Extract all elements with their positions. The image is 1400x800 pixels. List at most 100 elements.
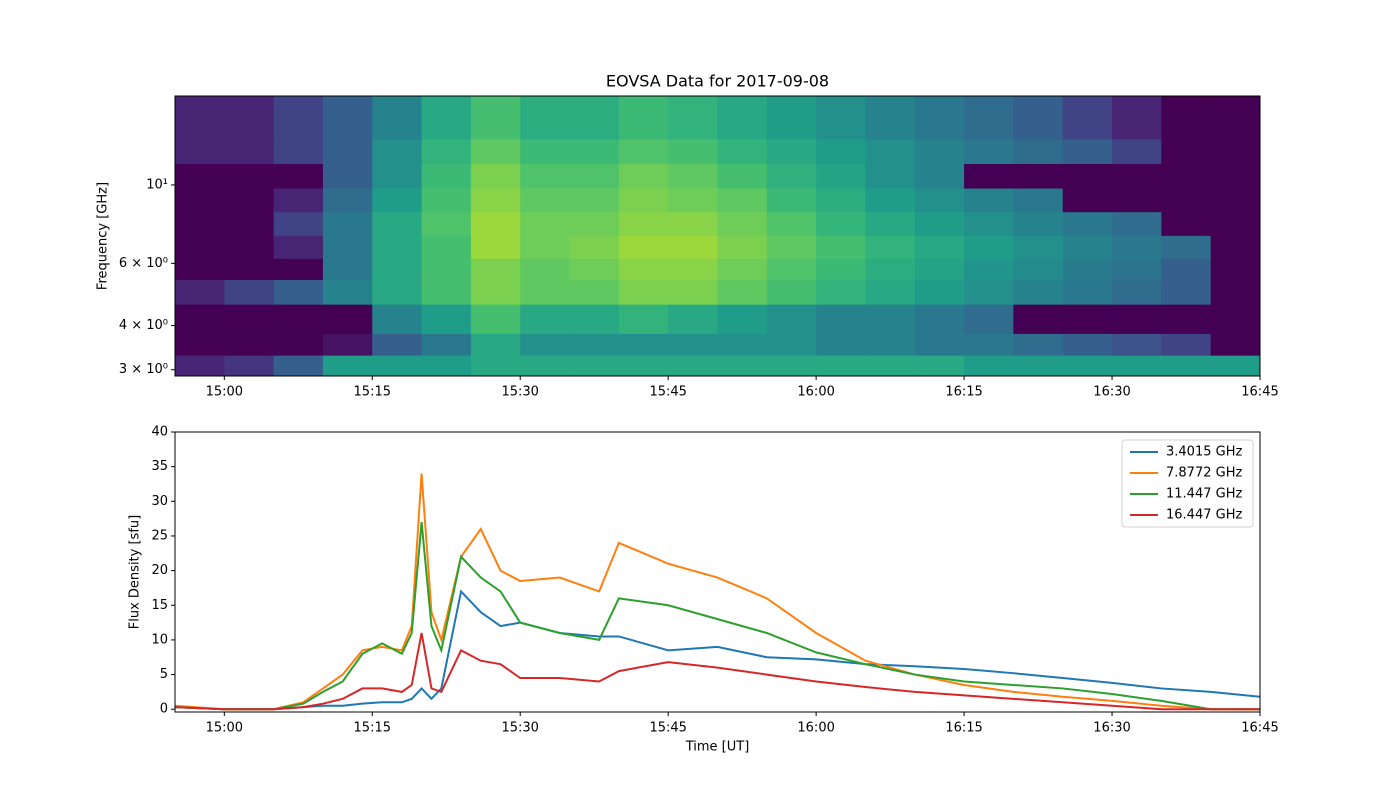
axes-frame: [174, 95, 1261, 377]
heat-cell: [1112, 163, 1162, 189]
heat-cell: [175, 355, 225, 376]
x-tick-label: 15:00: [206, 721, 243, 736]
heat-cell: [1210, 355, 1260, 376]
heat-cell: [273, 279, 324, 305]
x-tick-label: 16:30: [1093, 721, 1130, 736]
heat-cell: [865, 279, 916, 305]
heat-cell: [816, 163, 866, 189]
x-tick-label: 16:00: [797, 385, 834, 400]
heat-cell: [1013, 163, 1064, 189]
heat-cell: [569, 235, 620, 259]
heat-cell: [224, 188, 275, 213]
heat-cell: [520, 188, 571, 213]
heat-cell: [372, 333, 423, 356]
heat-cell: [1112, 333, 1162, 356]
heat-cell: [1210, 279, 1260, 305]
heat-cell: [766, 235, 817, 259]
heat-cell: [1062, 138, 1113, 164]
heat-cell: [717, 279, 768, 305]
heat-cell: [766, 333, 817, 356]
heat-cell: [1062, 96, 1113, 140]
x-tick-label: 15:15: [354, 385, 391, 400]
heat-cell: [372, 188, 423, 213]
heat-cell: [520, 355, 571, 376]
heat-cell: [865, 235, 916, 259]
heat-cell: [470, 279, 521, 305]
heat-cell: [964, 279, 1014, 305]
heat-cell: [421, 211, 472, 236]
x-tick-label: 16:00: [797, 721, 834, 736]
heat-cell: [1161, 138, 1212, 164]
heat-cell: [1013, 211, 1064, 236]
heat-cell: [618, 211, 669, 236]
heat-cell: [372, 304, 423, 334]
y-axis-label: Frequency [GHz]: [96, 182, 111, 290]
heat-cell: [1013, 96, 1064, 140]
y-axis-label: Flux Density [sfu]: [128, 515, 143, 629]
y-tick-label: 25: [151, 528, 168, 543]
heat-cell: [1161, 235, 1212, 259]
heat-cell: [766, 163, 817, 189]
heat-cell: [1112, 258, 1162, 281]
heat-cell: [1161, 304, 1212, 334]
heat-cell: [914, 355, 965, 376]
heat-cell: [273, 258, 324, 281]
heat-cell: [520, 211, 571, 236]
heat-cell: [668, 355, 718, 376]
x-tick-label: 15:30: [501, 721, 538, 736]
legend-label: 3.4015 GHz: [1166, 445, 1242, 460]
heat-cell: [1161, 258, 1212, 281]
heat-cell: [717, 258, 768, 281]
line-series: [175, 473, 1260, 711]
heat-cell: [865, 163, 916, 189]
heat-cell: [1062, 211, 1113, 236]
heat-cell: [322, 355, 373, 376]
heat-cell: [618, 163, 669, 189]
heat-cell: [322, 333, 373, 356]
heat-cell: [816, 235, 866, 259]
heat-cell: [766, 211, 817, 236]
heat-cell: [1112, 279, 1162, 305]
heat-cell: [372, 138, 423, 164]
y-tick-label: 10: [151, 632, 168, 647]
y-tick-label: 4 × 10⁰: [119, 318, 168, 333]
heat-cell: [816, 279, 866, 305]
heat-cell: [816, 211, 866, 236]
heat-cell: [421, 355, 472, 376]
heat-cell: [618, 96, 669, 140]
heat-cell: [470, 355, 521, 376]
heat-cell: [421, 279, 472, 305]
heat-cell: [1210, 235, 1260, 259]
y-tick-label: 6 × 10⁰: [119, 256, 168, 271]
x-tick-label: 16:45: [1241, 385, 1278, 400]
heat-cell: [1112, 304, 1162, 334]
heat-cell: [322, 304, 373, 334]
heat-cell: [618, 333, 669, 356]
heat-cell: [964, 333, 1014, 356]
heat-cell: [421, 235, 472, 259]
heat-cell: [668, 333, 718, 356]
heat-cell: [816, 355, 866, 376]
heat-cell: [569, 304, 620, 334]
heat-cell: [1161, 163, 1212, 189]
heat-cell: [914, 279, 965, 305]
heat-cell: [618, 188, 669, 213]
heat-cell: [520, 163, 571, 189]
heat-cell: [175, 163, 225, 189]
heat-cell: [273, 188, 324, 213]
heat-cell: [1013, 188, 1064, 213]
legend-label: 16.447 GHz: [1166, 508, 1242, 523]
heat-cell: [224, 355, 275, 376]
heat-cell: [717, 138, 768, 164]
heat-cell: [766, 304, 817, 334]
heat-cell: [520, 258, 571, 281]
heat-cell: [470, 188, 521, 213]
y-tick-label: 10¹: [146, 177, 168, 192]
heat-cell: [372, 279, 423, 305]
heat-cell: [372, 235, 423, 259]
heat-cell: [668, 188, 718, 213]
heat-cell: [520, 96, 571, 140]
heat-cell: [618, 138, 669, 164]
heat-cell: [470, 211, 521, 236]
heat-cell: [569, 188, 620, 213]
